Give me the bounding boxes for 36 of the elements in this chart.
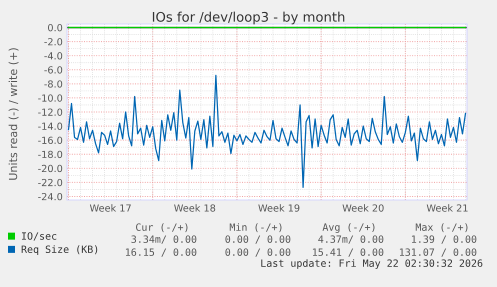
- text: 0.00 / 0.00: [225, 248, 290, 257]
- legend-label: Req Size (KB): [22, 245, 98, 255]
- y-tick-label: -2.0: [44, 38, 62, 46]
- text: Cur (-/+): [136, 223, 188, 232]
- text: 3.34m/ 0.00: [131, 235, 196, 244]
- y-tick-label: -16.0: [38, 136, 62, 144]
- legend-label: IO/sec: [22, 232, 56, 241]
- x-tick-label: Week 19: [258, 204, 300, 212]
- y-tick-label: -4.0: [44, 52, 62, 60]
- text: 0.00 / 0.00: [225, 235, 290, 244]
- text: Avg (-/+): [322, 223, 374, 233]
- y-tick-label: -14.0: [38, 122, 62, 130]
- text: Min (-/+): [230, 223, 282, 232]
- x-tick-label: Week 20: [342, 204, 384, 212]
- y-tick-label: -8.0: [44, 80, 62, 88]
- x-tick-label: Week 21: [426, 204, 468, 212]
- y-tick-label: 0.0: [48, 24, 62, 32]
- text: 131.07 / 0.00: [400, 248, 476, 257]
- text: Max (-/+): [416, 223, 468, 232]
- text: 1.39 / 0.00: [412, 235, 476, 244]
- text: 15.41 / 0.00: [312, 248, 384, 257]
- chart-title: IOs for /dev/loop3 - by month: [152, 12, 344, 24]
- text: Last update: Fri May 22 02:30:32 2026: [261, 259, 482, 269]
- y-tick-label: -6.0: [44, 66, 62, 74]
- y-tick-label: -24.0: [38, 192, 62, 200]
- text: 16.15 / 0.00: [126, 248, 196, 257]
- y-tick-label: -12.0: [38, 108, 62, 116]
- x-tick-label: Week 17: [90, 204, 131, 212]
- line-series: [68, 74, 466, 188]
- y-axis-title: Units read (-) / write (+): [8, 48, 19, 180]
- y-tick-label: -20.0: [38, 164, 62, 172]
- x-tick-label: Week 18: [174, 204, 216, 212]
- y-tick-label: -18.0: [38, 150, 62, 158]
- text: 4.37m/ 0.00: [318, 235, 384, 244]
- y-tick-label: -22.0: [38, 178, 62, 186]
- y-tick-label: -10.0: [38, 94, 62, 102]
